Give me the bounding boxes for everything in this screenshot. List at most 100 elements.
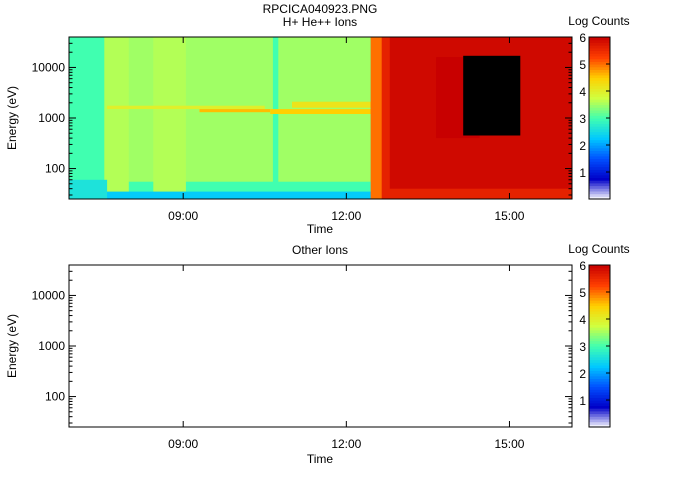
colorbar-swatch <box>589 402 610 406</box>
colorbar-swatch <box>589 134 610 138</box>
colorbar-swatch <box>589 85 610 89</box>
panel-title: H+ He++ Ions <box>283 15 357 29</box>
colorbar-swatch <box>589 278 610 282</box>
colorbar-swatch <box>589 112 610 116</box>
colorbar-tick-label: 5 <box>579 286 586 300</box>
colorbar-swatch <box>589 72 610 76</box>
colorbar-label: Log Counts <box>568 242 629 256</box>
colorbar-swatch <box>589 270 610 274</box>
colorbar-swatch <box>589 169 610 173</box>
colorbar-swatch <box>589 281 610 285</box>
colorbar-swatch <box>589 172 610 176</box>
colorbar-swatch <box>589 329 610 334</box>
colorbar-swatch <box>589 359 610 363</box>
x-tick-label: 12:00 <box>331 209 361 223</box>
colorbar-swatch <box>589 364 610 369</box>
colorbar-swatch <box>589 292 610 296</box>
colorbar-swatch <box>589 61 610 65</box>
colorbar-swatch <box>589 99 610 103</box>
colorbar-swatch <box>589 375 610 379</box>
colorbar-swatch <box>589 64 610 68</box>
colorbar-tick-label: 1 <box>579 166 586 180</box>
x-tick-label: 12:00 <box>331 437 361 451</box>
colorbar-swatch <box>589 362 610 366</box>
colorbar-swatch <box>589 410 610 415</box>
spectrogram-cell <box>370 37 382 199</box>
colorbar-swatch <box>589 321 610 325</box>
colorbar-swatch <box>589 319 610 323</box>
colorbar-swatch <box>589 131 610 135</box>
colorbar-swatch <box>589 370 610 374</box>
colorbar-swatch <box>589 273 610 277</box>
colorbar-swatch <box>589 96 610 100</box>
colorbar-swatch <box>589 424 610 428</box>
colorbar-swatch <box>589 316 610 320</box>
colorbar-swatch <box>589 177 610 181</box>
colorbar-swatch <box>589 158 610 162</box>
colorbar-swatch <box>589 313 610 317</box>
colorbar-swatch <box>589 190 610 195</box>
colorbar-swatch <box>589 39 610 43</box>
colorbar-tick-label: 5 <box>579 58 586 72</box>
colorbar-swatch <box>589 346 610 350</box>
y-tick-label: 100 <box>45 390 65 404</box>
colorbar-tick-label: 3 <box>579 340 586 354</box>
colorbar-swatch <box>589 37 610 41</box>
colorbar-swatch <box>589 136 610 141</box>
colorbar-swatch <box>589 405 610 409</box>
colorbar-tick-label: 6 <box>579 31 586 45</box>
colorbar-swatch <box>589 77 610 81</box>
colorbar-label: Log Counts <box>568 14 629 28</box>
colorbar-swatch <box>589 115 610 119</box>
panel-other-ions: Other Ions 09:00 12:00 15:00 100100010000 … <box>5 242 630 466</box>
colorbar-swatch <box>589 196 610 200</box>
colorbar-swatch <box>589 391 610 396</box>
colorbar-swatch <box>589 185 610 189</box>
colorbar-swatch <box>589 305 610 309</box>
colorbar-swatch <box>589 42 610 46</box>
x-axis-label: Time <box>307 222 334 236</box>
spectrogram-cell <box>292 101 371 108</box>
colorbar-swatch <box>589 180 610 184</box>
colorbar-swatch <box>589 74 610 79</box>
spectrogram-cell <box>153 37 186 195</box>
y-axis-label: Energy (eV) <box>5 86 19 150</box>
colorbar-swatch <box>589 88 610 92</box>
colorbar-tick-label: 1 <box>579 394 586 408</box>
colorbar-swatch <box>589 47 610 52</box>
colorbar-swatch <box>589 381 610 385</box>
colorbar-swatch <box>589 373 610 377</box>
colorbar-swatch <box>589 265 610 269</box>
spectrogram-cell <box>199 109 271 113</box>
colorbar-swatch <box>589 275 610 280</box>
panel-title: Other Ions <box>292 243 348 257</box>
colorbar-swatch <box>589 174 610 178</box>
colorbar-swatch <box>589 294 610 298</box>
colorbar-swatch <box>589 300 610 304</box>
colorbar-swatch <box>589 50 610 54</box>
spectrogram-cell <box>270 109 371 114</box>
colorbar-swatch <box>589 416 610 420</box>
colorbar-swatch <box>589 109 610 114</box>
plot-frame <box>68 264 573 428</box>
colorbar-swatch <box>589 335 610 339</box>
colorbar-swatch <box>589 139 610 143</box>
colorbar-swatch <box>589 53 610 57</box>
colorbar-swatch <box>589 55 610 60</box>
colorbar-swatch <box>589 327 610 331</box>
colorbar-swatch <box>589 147 610 151</box>
colorbar-swatch <box>589 93 610 97</box>
colorbar-swatch <box>589 155 610 160</box>
colorbar-swatch <box>589 394 610 398</box>
y-axis: 100 1000 10000 <box>32 36 572 196</box>
spectrogram-cell <box>463 55 521 136</box>
colorbar-tick-label: 4 <box>579 313 586 327</box>
spectrogram-area <box>69 37 572 199</box>
x-tick-label: 15:00 <box>494 209 524 223</box>
colorbar-swatch <box>589 286 610 290</box>
spectrogram-cell <box>69 191 371 199</box>
colorbar-swatch <box>589 91 610 95</box>
colorbar-swatch <box>589 107 610 111</box>
colorbar-swatch <box>589 69 610 73</box>
colorbar: 1 2 3 4 5 6 <box>579 259 611 428</box>
